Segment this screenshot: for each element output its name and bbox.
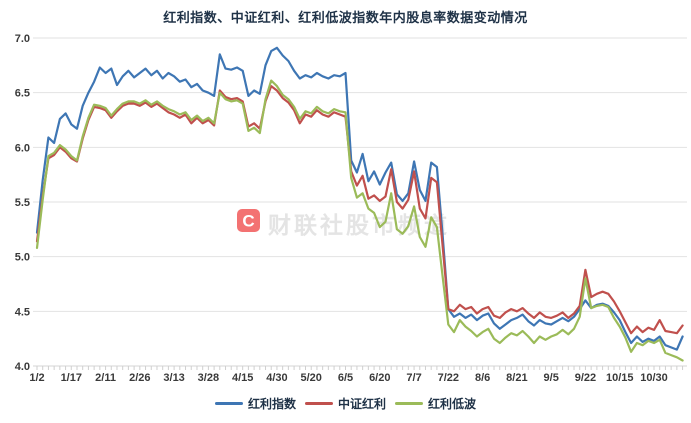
legend-swatch-blue-line	[214, 402, 243, 405]
legend-label: 红利低波	[428, 397, 477, 411]
x-axis-tick-label: 6/20	[369, 372, 390, 384]
legend-item-csi-dividend: 中证红利	[304, 395, 386, 412]
watermark-text: 财联社股市频道	[268, 212, 450, 238]
x-axis-tick-label: 9/22	[575, 372, 596, 384]
y-axis-tick-label: 4.5	[15, 306, 30, 318]
y-axis-tick-label: 6.5	[15, 88, 30, 100]
x-axis-tick-label: 7/22	[438, 372, 459, 384]
legend-swatch-red-line	[304, 402, 333, 405]
legend-label: 红利指数	[247, 397, 296, 411]
legend-item-dividend-index: 红利指数	[214, 395, 296, 412]
x-axis-tick-label: 1/2	[29, 372, 44, 384]
x-axis-tick-label: 9/5	[544, 372, 559, 384]
series-line-2	[35, 79, 684, 362]
gridlines-layer	[33, 37, 687, 367]
series-layer	[35, 46, 684, 362]
x-axis-tick-label: 4/15	[232, 372, 253, 384]
watermark-logo-box	[237, 209, 260, 232]
x-axis-tick-label: 2/11	[95, 372, 116, 384]
series-line-1	[35, 84, 684, 335]
watermark: C 财联社股市频道	[237, 209, 450, 238]
x-axis-tick-label: 10/30	[640, 372, 668, 384]
legend-item-dividend-low-vol: 红利低波	[395, 395, 476, 412]
series-line-0	[35, 46, 684, 351]
x-axis-tick-label: 2/26	[129, 372, 150, 384]
axis-layer: 7.0 6.5 6.0 5.5 5.0 4.5 4.01/2 1/17 2/11 2/26 3/13…	[15, 33, 684, 384]
x-axis-tick-label: 5/20	[301, 372, 322, 384]
chart-legend: 红利指数 中证红利 红利低波	[0, 395, 691, 412]
y-axis-tick-label: 5.0	[15, 252, 30, 264]
x-axis-tick-label: 6/5	[338, 372, 353, 384]
x-axis-tick-label: 8/6	[475, 372, 490, 384]
watermark-logo-letter: C	[242, 212, 254, 231]
x-axis-tick-label: 1/17	[61, 372, 82, 384]
legend-label: 中证红利	[337, 397, 386, 411]
chart-title: 红利指数、中证红利、红利低波指数年内股息率数据变动情况	[163, 10, 528, 25]
y-axis-tick-label: 7.0	[15, 33, 30, 45]
x-axis-tick-label: 3/13	[163, 372, 184, 384]
x-axis-tick-label: 8/21	[506, 372, 527, 384]
y-axis-tick-label: 5.5	[15, 197, 30, 209]
x-axis-tick-label: 7/7	[406, 372, 421, 384]
x-axis-tick-label: 10/15	[606, 372, 634, 384]
x-axis-tick-label: 3/28	[198, 372, 219, 384]
y-axis-tick-label: 6.0	[15, 142, 30, 154]
x-axis-tick-label: 4/30	[266, 372, 287, 384]
y-axis-tick-label: 4.0	[15, 361, 30, 373]
legend-swatch-green-line	[395, 402, 423, 405]
